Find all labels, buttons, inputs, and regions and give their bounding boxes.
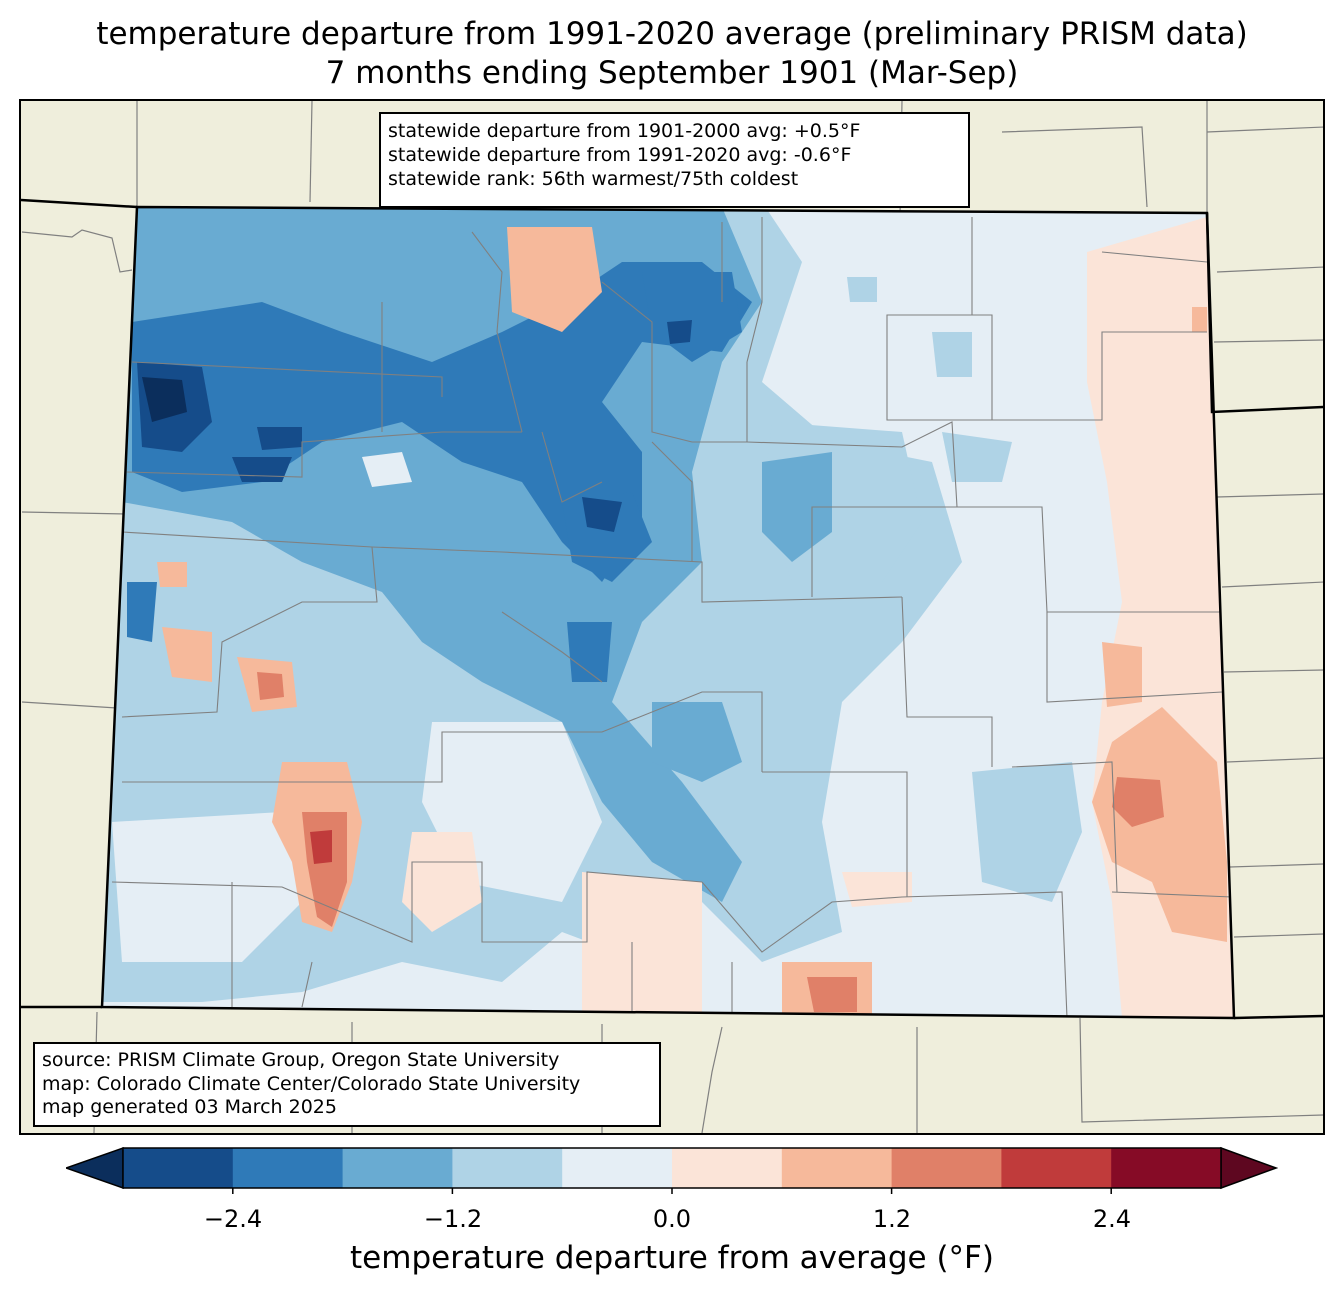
- colorbar-tick-1: −1.2: [423, 1205, 483, 1233]
- source-line-1: source: PRISM Climate Group, Oregon Stat…: [42, 1049, 560, 1071]
- map-panel: statewide departure from 1901-2000 avg: …: [19, 99, 1325, 1135]
- map-title-line1: temperature departure from 1991-2020 ave…: [96, 16, 1248, 52]
- statewide-stats-box: statewide departure from 1901-2000 avg: …: [379, 112, 970, 208]
- colorbar-bin-3: [452, 1148, 563, 1188]
- colorbar-bin-9: [1111, 1148, 1222, 1188]
- colorbar-bin-4: [562, 1148, 673, 1188]
- colorbar-tick-3: 1.2: [872, 1205, 912, 1233]
- colorbar-bin-7: [891, 1148, 1002, 1188]
- colorbar-under-arrow: [66, 1146, 124, 1190]
- colorbar-bin-5: [672, 1148, 783, 1188]
- stats-line-3: statewide rank: 56th warmest/75th coldes…: [388, 168, 799, 190]
- colorbar-bin-1: [232, 1148, 344, 1188]
- stats-line-1: statewide departure from 1901-2000 avg: …: [388, 120, 861, 142]
- colorbar-tick-4: 2.4: [1092, 1205, 1132, 1233]
- county-boundaries: [111, 217, 1233, 1018]
- map-title-line2: 7 months ending September 1901 (Mar-Sep): [325, 55, 1019, 91]
- state-borders: [21, 198, 1323, 1020]
- stats-line-2: statewide departure from 1991-2020 avg: …: [388, 144, 852, 166]
- temperature-contours: [102, 207, 1234, 1018]
- colorbar-bin-0: [123, 1148, 234, 1188]
- source-line-2: map: Colorado Climate Center/Colorado St…: [42, 1072, 581, 1095]
- source-credit-box: source: PRISM Climate Group, Oregon Stat…: [33, 1042, 661, 1127]
- colorbar-bin-8: [1001, 1148, 1112, 1188]
- colorbar-bin-2: [342, 1148, 453, 1188]
- colorbar-over-arrow: [1220, 1146, 1278, 1190]
- source-line-3: map generated 03 March 2025: [42, 1096, 337, 1118]
- colorbar-label: temperature departure from average (°F): [350, 1240, 994, 1276]
- colorado-map: [21, 101, 1323, 1133]
- colorbar-tick-0: −2.4: [203, 1205, 263, 1233]
- colorbar: [66, 1146, 1278, 1194]
- colorbar-bin-6: [781, 1148, 893, 1188]
- colorbar-tick-2: 0.0: [652, 1205, 692, 1233]
